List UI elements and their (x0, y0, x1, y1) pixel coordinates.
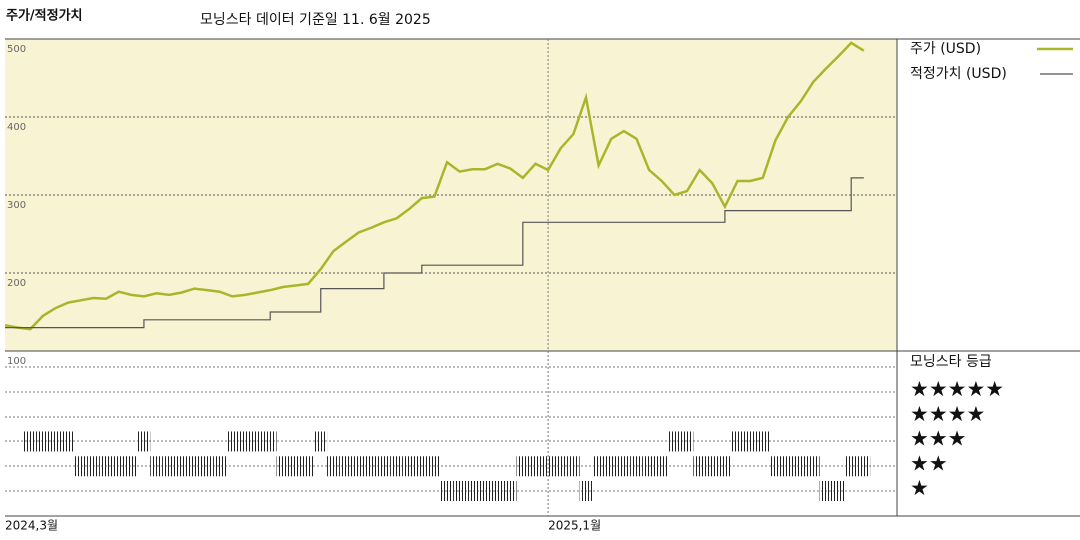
rating-bar (491, 481, 504, 501)
rating-bar (289, 456, 302, 477)
x-tick-label: 2024,3월 (5, 519, 58, 533)
rating-bar (263, 431, 277, 452)
rating-bar (364, 456, 378, 477)
rating-bar (49, 431, 62, 452)
series-line (4, 41, 865, 331)
rating-bar (844, 456, 858, 477)
rating-bar (402, 456, 416, 477)
rating-bar (301, 456, 315, 477)
rating-bar (655, 456, 669, 477)
rating-bar (390, 456, 403, 477)
rating-bar (705, 456, 719, 477)
rating-bar (668, 431, 681, 452)
legend-label: 적정가치 (USD) (910, 66, 1007, 82)
x-tick-label: 2025,1월 (548, 519, 601, 533)
rating-bar (339, 456, 353, 477)
rating-bar (857, 456, 871, 477)
rating-bar (807, 456, 820, 477)
rating-level: ★★ (910, 451, 948, 475)
rating-bar (99, 456, 113, 477)
rating-bar (428, 456, 441, 477)
rating-bar (832, 481, 845, 501)
rating-bar (630, 456, 643, 477)
rating-bar (23, 431, 37, 452)
rating-bar (36, 431, 50, 452)
rating-level: ★★★★★ (910, 377, 1004, 401)
rating-bar (453, 481, 466, 501)
rating-title: 모닝스타 등급 (910, 354, 992, 370)
rating-bar (579, 481, 593, 501)
rating-bar (440, 481, 454, 501)
rating-bar (567, 456, 580, 477)
rating-level: ★★★ (910, 427, 966, 451)
legend-label: 주가 (USD) (910, 41, 981, 57)
chart-title: 주가/적정가치 (6, 8, 83, 24)
rating-bar (150, 456, 163, 477)
series-line (5, 177, 864, 329)
rating-bar (61, 431, 75, 452)
rating-bar (200, 456, 214, 477)
rating-bar (251, 431, 264, 452)
rating-bar (162, 456, 176, 477)
rating-bar (516, 456, 530, 477)
y-tick-label: 500 (7, 44, 26, 55)
rating-bar (529, 456, 542, 477)
rating-bar (756, 431, 770, 452)
rating-bar (314, 431, 328, 452)
rating-bar (276, 456, 290, 477)
y-tick-label: 200 (7, 278, 26, 289)
rating-bar (541, 456, 555, 477)
rating-bar (415, 456, 429, 477)
rating-bar (226, 431, 239, 452)
rating-bar (74, 456, 88, 477)
rating-bar (238, 431, 252, 452)
rating-bar (137, 431, 151, 452)
rating-bar (718, 456, 732, 477)
rating-bar (175, 456, 189, 477)
rating-level: ★★★★ (910, 402, 985, 426)
rating-bar (769, 456, 782, 477)
rating-bar (604, 456, 618, 477)
rating-bar (213, 456, 227, 477)
rating-bar (112, 456, 125, 477)
rating-bar (781, 456, 795, 477)
rating-bar (352, 456, 365, 477)
chart-subtitle: 모닝스타 데이터 기준일 11. 6월 2025 (200, 12, 431, 28)
rating-bar (503, 481, 517, 501)
rating-bar (794, 456, 808, 477)
rating-bar (592, 456, 605, 477)
rating-bar (377, 456, 391, 477)
rating-bar (693, 456, 706, 477)
rating-bar (478, 481, 492, 501)
rating-bar (642, 456, 656, 477)
y-tick-label: 100 (7, 356, 26, 367)
rating-bar (554, 456, 568, 477)
y-tick-label: 300 (7, 200, 26, 211)
rating-bar (731, 431, 744, 452)
rating-bar (465, 481, 479, 501)
rating-bar (819, 481, 833, 501)
rating-bar (124, 456, 138, 477)
rating-bar (680, 431, 694, 452)
rating-bar (87, 456, 100, 477)
rating-bar (188, 456, 201, 477)
rating-bar (743, 431, 757, 452)
rating-bar (327, 456, 340, 477)
y-tick-label: 400 (7, 122, 26, 133)
rating-bar (617, 456, 631, 477)
rating-level: ★ (910, 476, 929, 500)
